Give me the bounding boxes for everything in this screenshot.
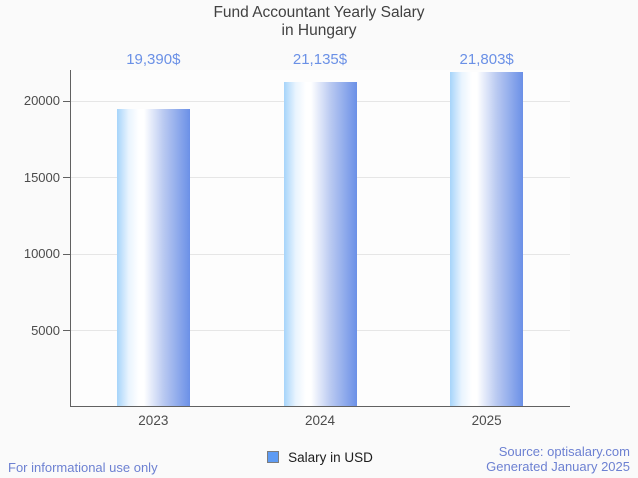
source-text: Source: optisalary.com [498, 444, 630, 459]
x-axis-label: 2024 [304, 413, 336, 428]
bar-value-label: 21,803$ [459, 51, 514, 68]
chart-title-line1: Fund Accountant Yearly Salary [213, 4, 425, 21]
y-axis-label: 10000 [23, 246, 60, 262]
x-axis-label: 2025 [471, 413, 502, 428]
bar-value-label: 19,390$ [126, 51, 181, 68]
chart-title: Fund Accountant Yearly Salary in Hungary [0, 4, 638, 39]
y-axis-label: 15000 [23, 169, 60, 185]
x-axis-label: 2023 [138, 413, 169, 428]
bar-value-label: 21,135$ [292, 51, 348, 68]
y-axis-tick [63, 330, 70, 332]
y-axis-tick [63, 100, 70, 102]
disclaimer-text: For informational use only [8, 460, 158, 475]
source-info: Source: optisalary.com Generated January… [486, 444, 630, 474]
y-axis-tick [63, 177, 70, 179]
y-axis-tick [63, 253, 70, 255]
generated-text: Generated January 2025 [486, 458, 630, 474]
bar-2023 [116, 108, 190, 406]
bar-2025 [450, 72, 524, 406]
x-axis-baseline [70, 406, 570, 407]
y-axis-label: 20000 [23, 93, 60, 109]
y-axis-line [70, 70, 71, 407]
plot-area: 5000 10000 15000 20000 19,390$ 2023 21,135$ 202… [24, 51, 570, 428]
y-axis-label: 5000 [31, 322, 60, 338]
chart-title-line2: in Hungary [281, 21, 357, 39]
bar-2024 [283, 82, 357, 406]
chart-legend: Salary in USD [70, 449, 570, 465]
legend-swatch-icon [267, 451, 280, 463]
legend-label: Salary in USD [288, 449, 373, 465]
